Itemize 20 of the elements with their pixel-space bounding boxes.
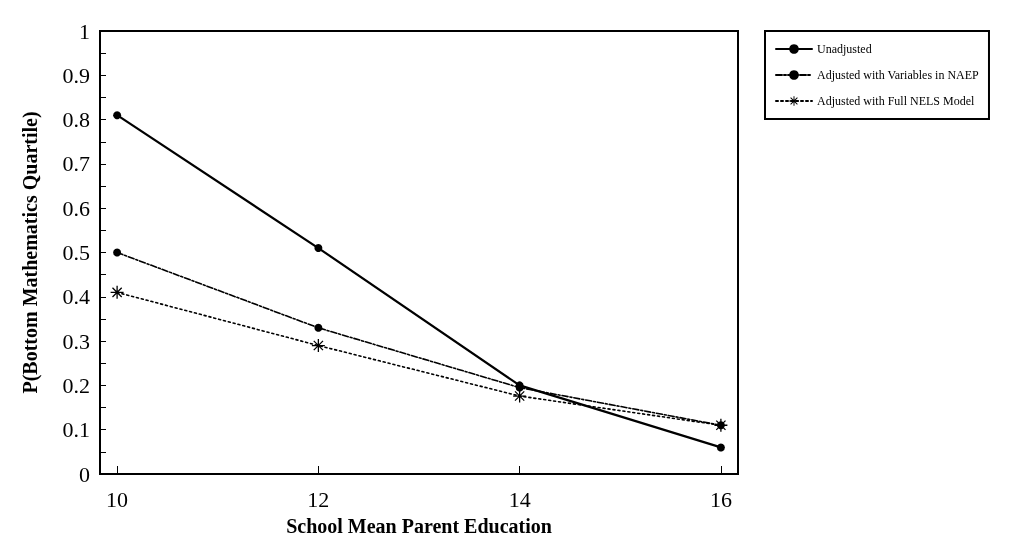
legend-label: Adjusted with Full NELS Model [817, 94, 975, 108]
x-tick-label: 10 [106, 486, 129, 512]
legend-label: Adjusted with Variables in NAEP [817, 68, 980, 82]
legend-label: Unadjusted [817, 42, 872, 56]
x-tick-label: 14 [508, 486, 531, 512]
y-tick-label: 0.3 [62, 328, 90, 354]
x-axis-title: School Mean Parent Education [286, 515, 552, 537]
y-tick-label: 0.6 [62, 195, 90, 221]
x-tick-label: 12 [307, 486, 330, 512]
y-tick-label: 0.1 [62, 417, 90, 443]
y-tick-label: 1 [79, 18, 90, 44]
y-tick-label: 0.4 [62, 284, 90, 310]
y-tick-label: 0.8 [62, 107, 90, 133]
y-axis-title: P(Bottom Mathematics Quartile) [19, 111, 42, 394]
x-tick-label: 16 [709, 486, 732, 512]
y-tick-label: 0.2 [62, 372, 90, 398]
y-tick-label: 0 [79, 461, 90, 487]
y-tick-label: 0.5 [62, 240, 90, 265]
y-tick-label: 0.7 [62, 151, 90, 177]
y-tick-label: 0.9 [62, 62, 90, 88]
